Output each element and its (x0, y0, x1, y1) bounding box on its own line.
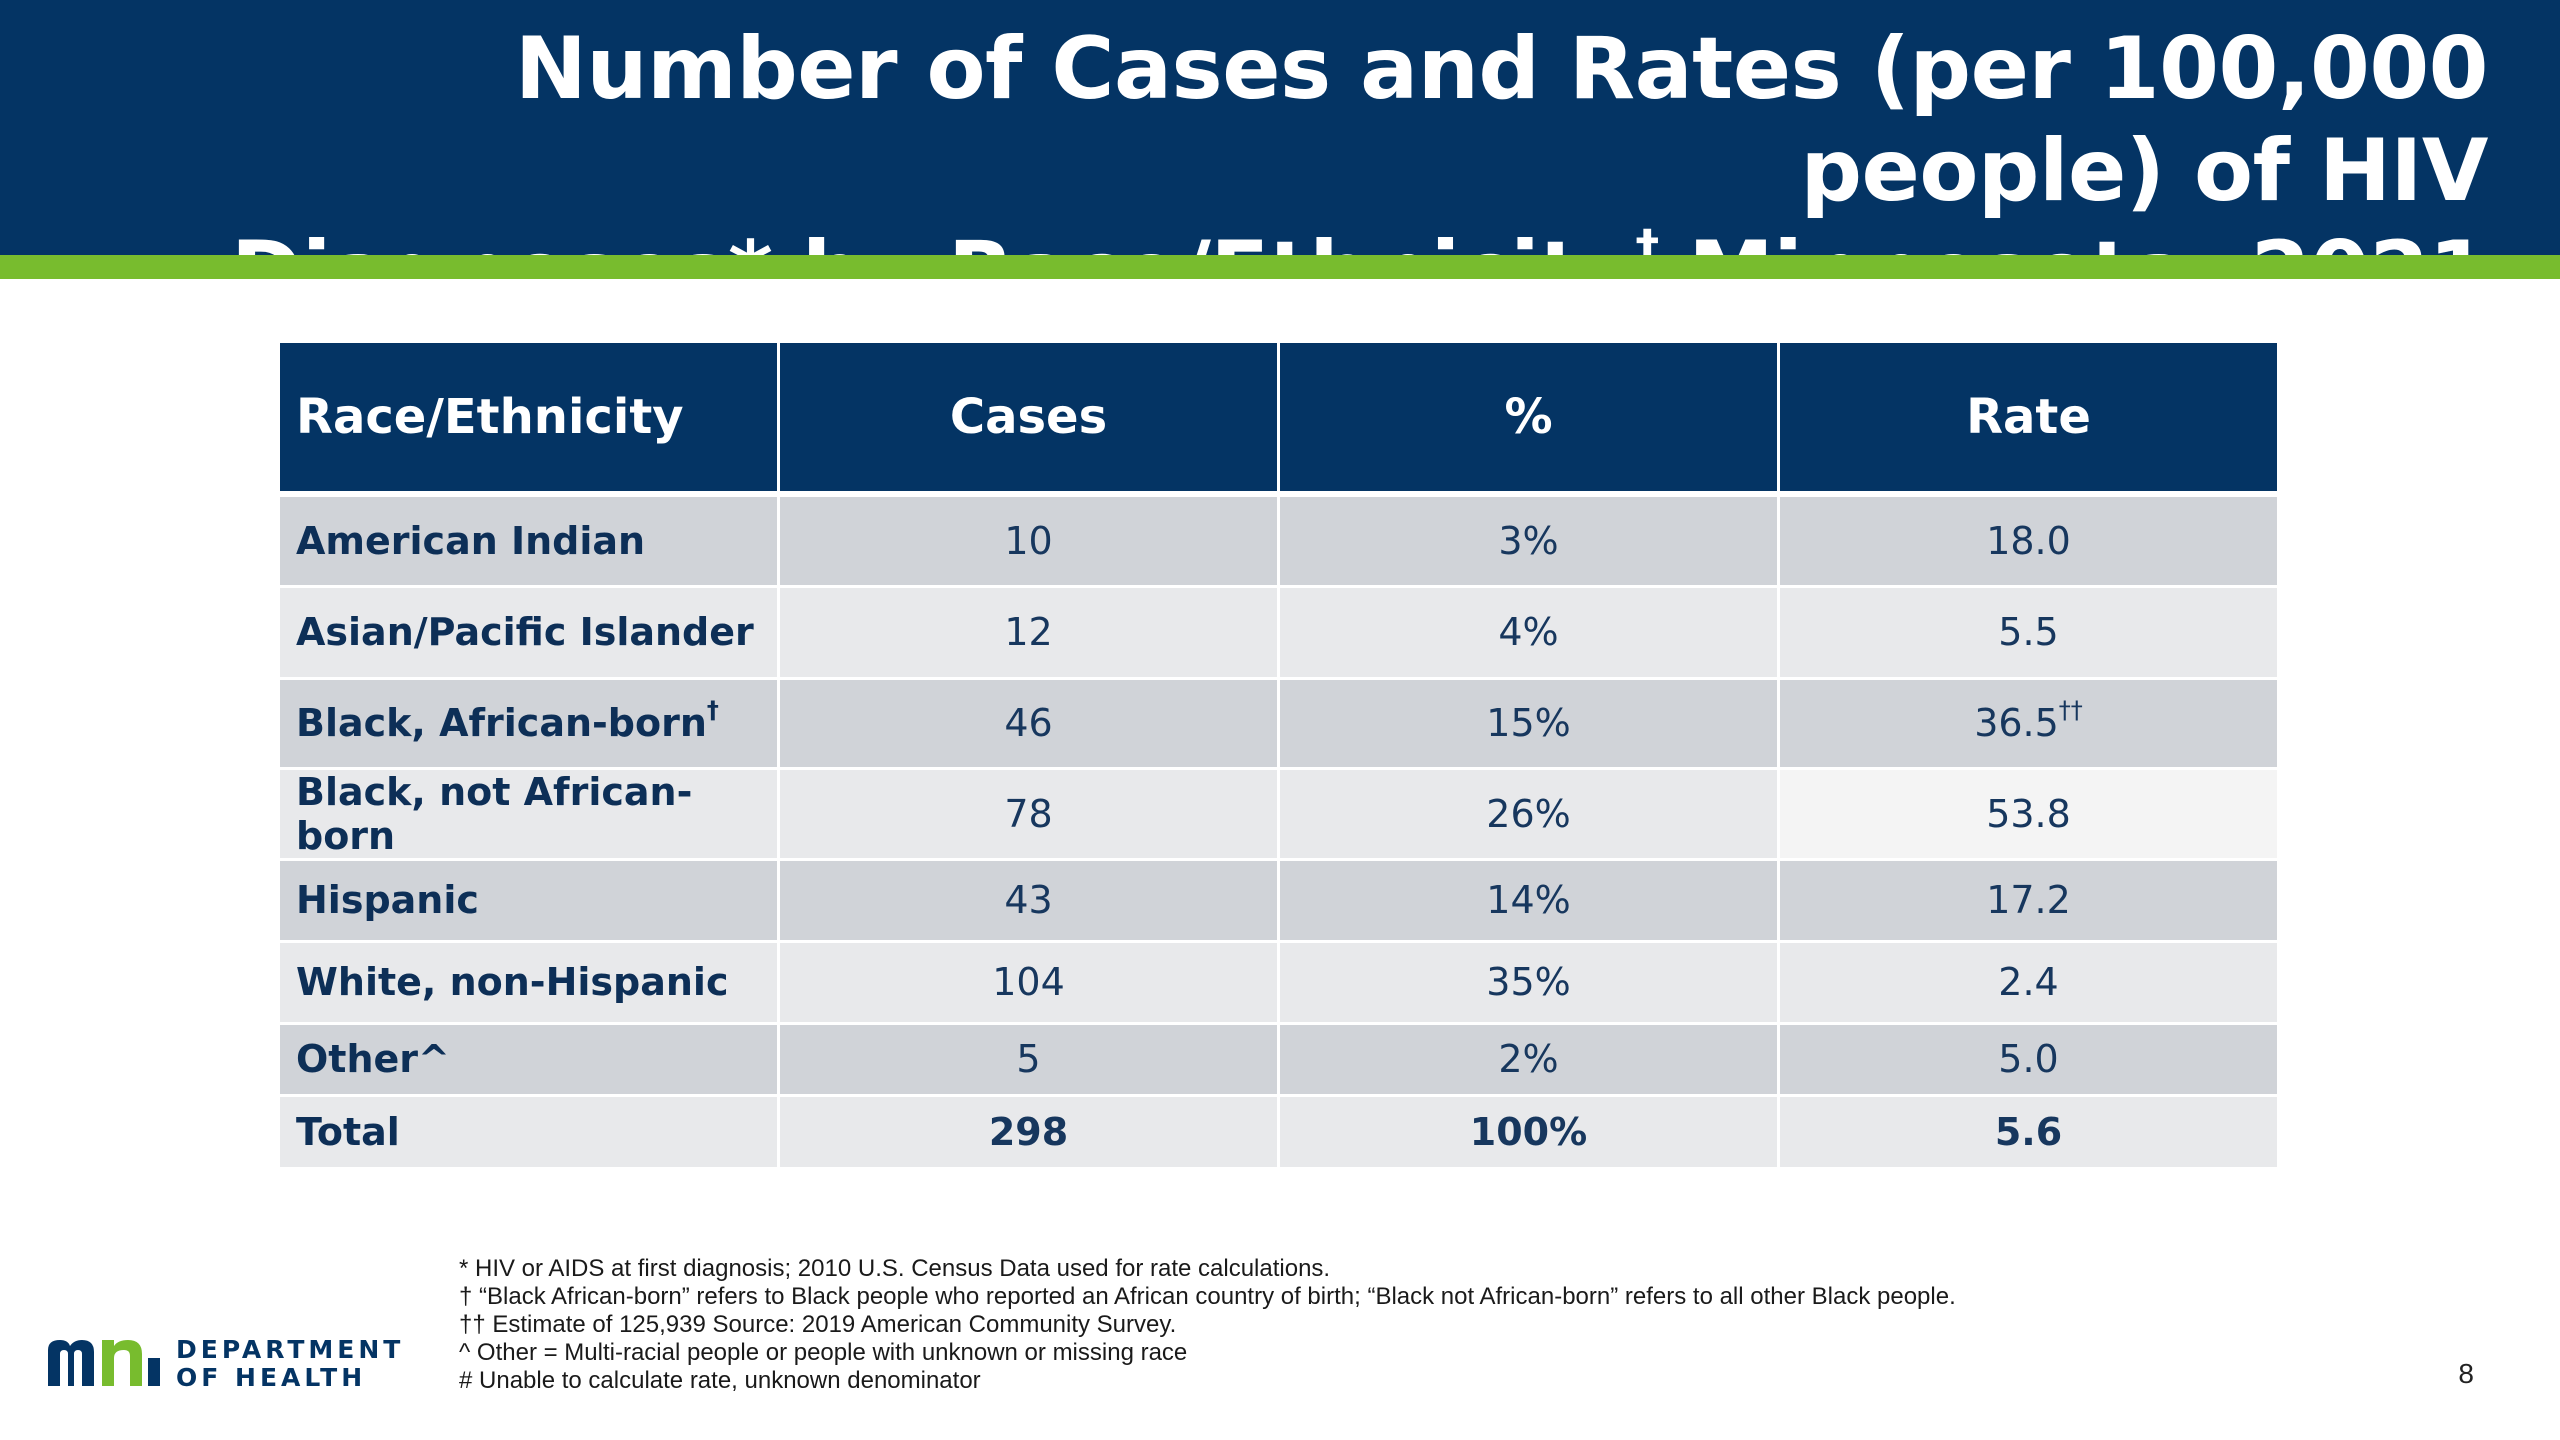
cell-cases: 104 (777, 939, 1280, 1023)
table-row: Black, African-born† 46 15% 36.5†† (277, 676, 2280, 768)
cell-label-footnote-mark: † (706, 696, 719, 725)
cell-rate-text: 5.5 (1998, 610, 2059, 654)
footnote-dagger: † “Black African-born” refers to Black p… (459, 1283, 1956, 1310)
header-race-ethnicity: Race/Ethnicity (277, 340, 780, 497)
cell-label-text: Total (296, 1109, 400, 1154)
logo-line-1: DEPARTMENT (176, 1335, 405, 1364)
table-row: Hispanic 43 14% 17.2 (277, 857, 2280, 941)
cell-rate: 5.5 (1777, 584, 2280, 678)
cell-rate: 5.0 (1777, 1021, 2280, 1095)
mdh-logo: DEPARTMENT OF HEALTH (48, 1336, 400, 1396)
cell-rate: 17.2 (1777, 857, 2280, 941)
cell-race-ethnicity: American Indian (277, 492, 780, 586)
cell-label-text: American Indian (296, 518, 646, 563)
cell-cases: 5 (777, 1021, 1280, 1095)
cell-percent: 35% (1277, 939, 1780, 1023)
header-percent: % (1277, 340, 1780, 497)
page-number: 8 (2458, 1358, 2474, 1389)
footnote-caret: ^ Other = Multi-racial people or people … (459, 1339, 1188, 1366)
cell-rate-text: 2.4 (1998, 960, 2059, 1004)
cell-rate: 36.5†† (1777, 676, 2280, 768)
cell-percent: 14% (1277, 857, 1780, 941)
cell-race-ethnicity: Total (277, 1093, 780, 1167)
header-rate: Rate (1777, 340, 2280, 497)
table-row: Total 298 100% 5.6 (277, 1093, 2280, 1167)
cell-percent: 26% (1277, 766, 1780, 859)
cell-rate: 2.4 (1777, 939, 2280, 1023)
title-line-1: Number of Cases and Rates (per 100,000 p… (514, 19, 2489, 221)
cell-race-ethnicity: Asian/Pacific Islander (277, 584, 780, 678)
cell-cases: 78 (777, 766, 1280, 859)
cell-cases: 10 (777, 492, 1280, 586)
cell-label-text: Black, African-born (296, 701, 707, 745)
cell-cases: 298 (777, 1093, 1280, 1167)
table-row: Other^ 5 2% 5.0 (277, 1021, 2280, 1095)
hiv-cases-table: Race/Ethnicity Cases % Rate American Ind… (277, 340, 2280, 1167)
cell-race-ethnicity: Hispanic (277, 857, 780, 941)
header-cases: Cases (777, 340, 1280, 497)
footnote-asterisk: * HIV or AIDS at first diagnosis; 2010 U… (459, 1255, 1331, 1282)
cell-race-ethnicity: Black, not African-born (277, 766, 780, 859)
table-row: Black, not African-born 78 26% 53.8 (277, 766, 2280, 859)
footnotes: * HIV or AIDS at first diagnosis; 2010 U… (459, 1255, 2359, 1395)
cell-percent: 15% (1277, 676, 1780, 768)
table-row: American Indian 10 3% 18.0 (277, 492, 2280, 586)
cell-rate-text: 5.0 (1998, 1037, 2059, 1081)
title-bar: Number of Cases and Rates (per 100,000 p… (0, 0, 2560, 323)
cell-rate-text: 5.6 (1994, 1109, 2063, 1154)
logo-text: DEPARTMENT OF HEALTH (176, 1336, 404, 1392)
cell-rate-text: 53.8 (1986, 791, 2071, 836)
cell-percent: 3% (1277, 492, 1780, 586)
table-row: Asian/Pacific Islander 12 4% 5.5 (277, 584, 2280, 678)
footnote-double-dagger: †† Estimate of 125,939 Source: 2019 Amer… (459, 1311, 1177, 1338)
cell-percent: 2% (1277, 1021, 1780, 1095)
cell-label-text: White, non-Hispanic (296, 960, 729, 1004)
hiv-table-container: Race/Ethnicity Cases % Rate American Ind… (277, 340, 2280, 1167)
cell-rate: 18.0 (1777, 492, 2280, 586)
cell-percent: 4% (1277, 584, 1780, 678)
cell-rate-text: 36.5 (1974, 701, 2059, 745)
cell-rate-footnote-mark: †† (2058, 696, 2083, 725)
cell-rate-text: 17.2 (1986, 878, 2071, 922)
cell-cases: 46 (777, 676, 1280, 768)
cell-race-ethnicity: Other^ (277, 1021, 780, 1095)
footnote-hash: # Unable to calculate rate, unknown deno… (459, 1367, 981, 1394)
cell-percent: 100% (1277, 1093, 1780, 1167)
cell-label-text: Other^ (296, 1037, 450, 1081)
cell-race-ethnicity: White, non-Hispanic (277, 939, 780, 1023)
table-header-row: Race/Ethnicity Cases % Rate (277, 340, 2280, 497)
cell-rate-text: 18.0 (1986, 518, 2071, 563)
mn-logo-icon (48, 1340, 160, 1386)
cell-cases: 43 (777, 857, 1280, 941)
cell-cases: 12 (777, 584, 1280, 678)
cell-label-text: Black, not African-born (296, 769, 693, 858)
cell-race-ethnicity: Black, African-born† (277, 676, 780, 768)
cell-rate: 53.8 (1777, 766, 2280, 859)
cell-label-text: Asian/Pacific Islander (296, 610, 754, 654)
green-accent-bar (0, 255, 2560, 279)
cell-rate: 5.6 (1777, 1093, 2280, 1167)
logo-line-2: OF HEALTH (176, 1363, 367, 1392)
cell-label-text: Hispanic (296, 878, 479, 922)
table-row: White, non-Hispanic 104 35% 2.4 (277, 939, 2280, 1023)
